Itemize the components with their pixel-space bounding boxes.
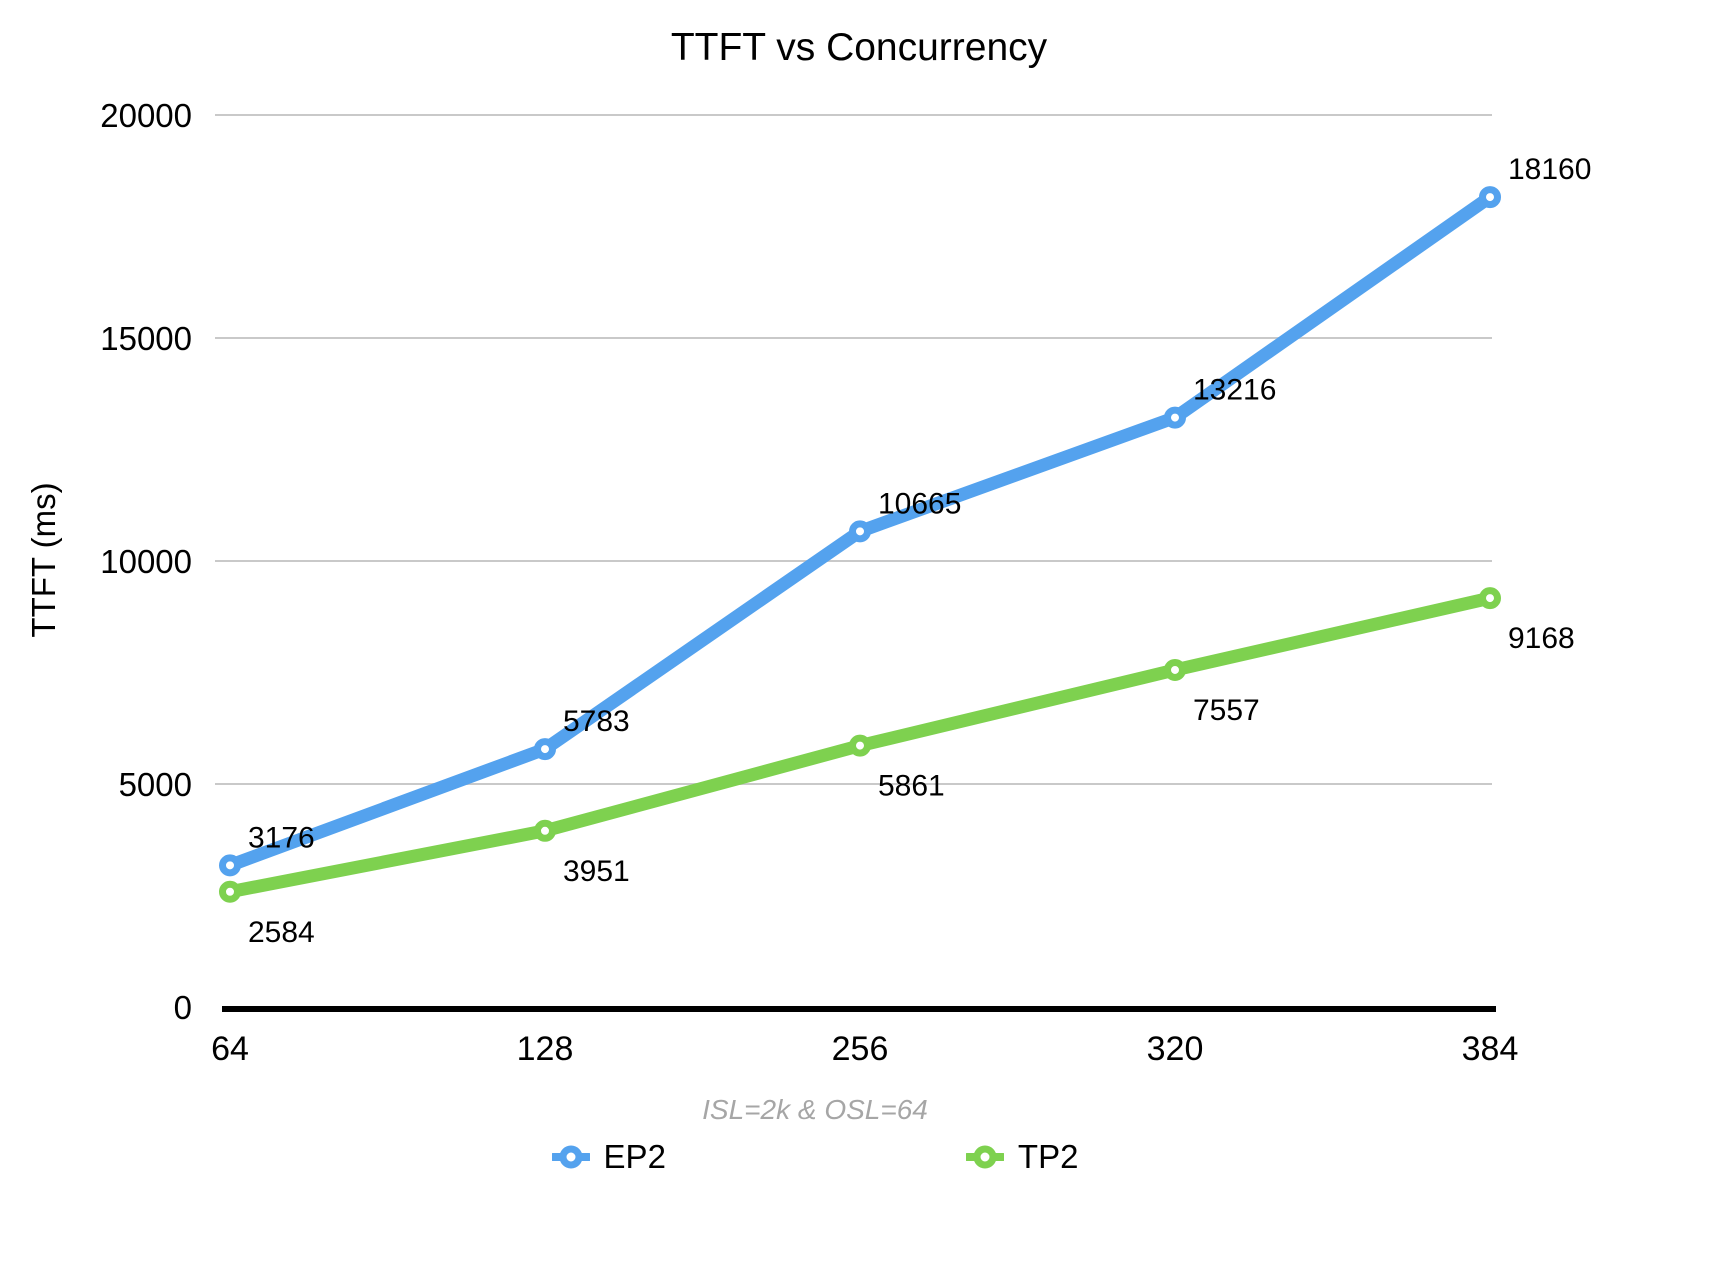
data-point-label: 2584 bbox=[248, 916, 315, 949]
data-point-marker bbox=[1164, 406, 1186, 429]
data-point-label: 10665 bbox=[878, 487, 961, 520]
data-point-label: 13216 bbox=[1193, 374, 1276, 407]
y-tick-label: 0 bbox=[174, 989, 192, 1026]
x-tick-label: 256 bbox=[832, 1030, 889, 1068]
data-point-marker bbox=[1479, 186, 1501, 209]
legend: EP2 TP2 bbox=[0, 1138, 1630, 1176]
data-point-marker bbox=[1479, 587, 1501, 610]
tp2-line-marker-icon bbox=[965, 1145, 1004, 1169]
x-tick-label: 128 bbox=[517, 1030, 574, 1068]
chart-title: TTFT vs Concurrency bbox=[670, 26, 1048, 69]
data-point-marker bbox=[849, 520, 871, 543]
data-point-label: 9168 bbox=[1508, 622, 1575, 655]
legend-label-tp2: TP2 bbox=[1017, 1138, 1079, 1175]
data-point-marker bbox=[219, 854, 241, 877]
y-tick-label: 10000 bbox=[100, 543, 192, 580]
data-point-marker bbox=[534, 738, 556, 761]
data-point-label: 3176 bbox=[248, 821, 315, 854]
x-tick-label: 384 bbox=[1462, 1030, 1519, 1068]
data-point-marker bbox=[219, 880, 241, 903]
data-point-label: 18160 bbox=[1508, 153, 1591, 186]
data-point-marker bbox=[1164, 658, 1186, 681]
y-tick-label: 15000 bbox=[100, 320, 192, 357]
data-point-label: 5861 bbox=[878, 770, 945, 803]
data-point-marker bbox=[849, 734, 871, 757]
ep2-line-marker-icon bbox=[551, 1145, 590, 1169]
x-tick-label: 320 bbox=[1147, 1030, 1204, 1068]
data-point-label: 3951 bbox=[563, 855, 630, 888]
data-point-marker bbox=[534, 819, 556, 842]
y-tick-label: 20000 bbox=[100, 97, 192, 134]
data-point-label: 5783 bbox=[563, 705, 630, 738]
x-tick-label: 64 bbox=[211, 1030, 249, 1068]
legend-label-ep2: EP2 bbox=[603, 1138, 666, 1175]
legend-item-ep2[interactable]: EP2 bbox=[551, 1138, 666, 1176]
y-tick-label: 5000 bbox=[119, 766, 192, 803]
legend-item-tp2[interactable]: TP2 bbox=[965, 1138, 1079, 1176]
x-axis-subtitle: ISL=2k & OSL=64 bbox=[702, 1094, 928, 1125]
data-point-label: 7557 bbox=[1193, 694, 1260, 727]
